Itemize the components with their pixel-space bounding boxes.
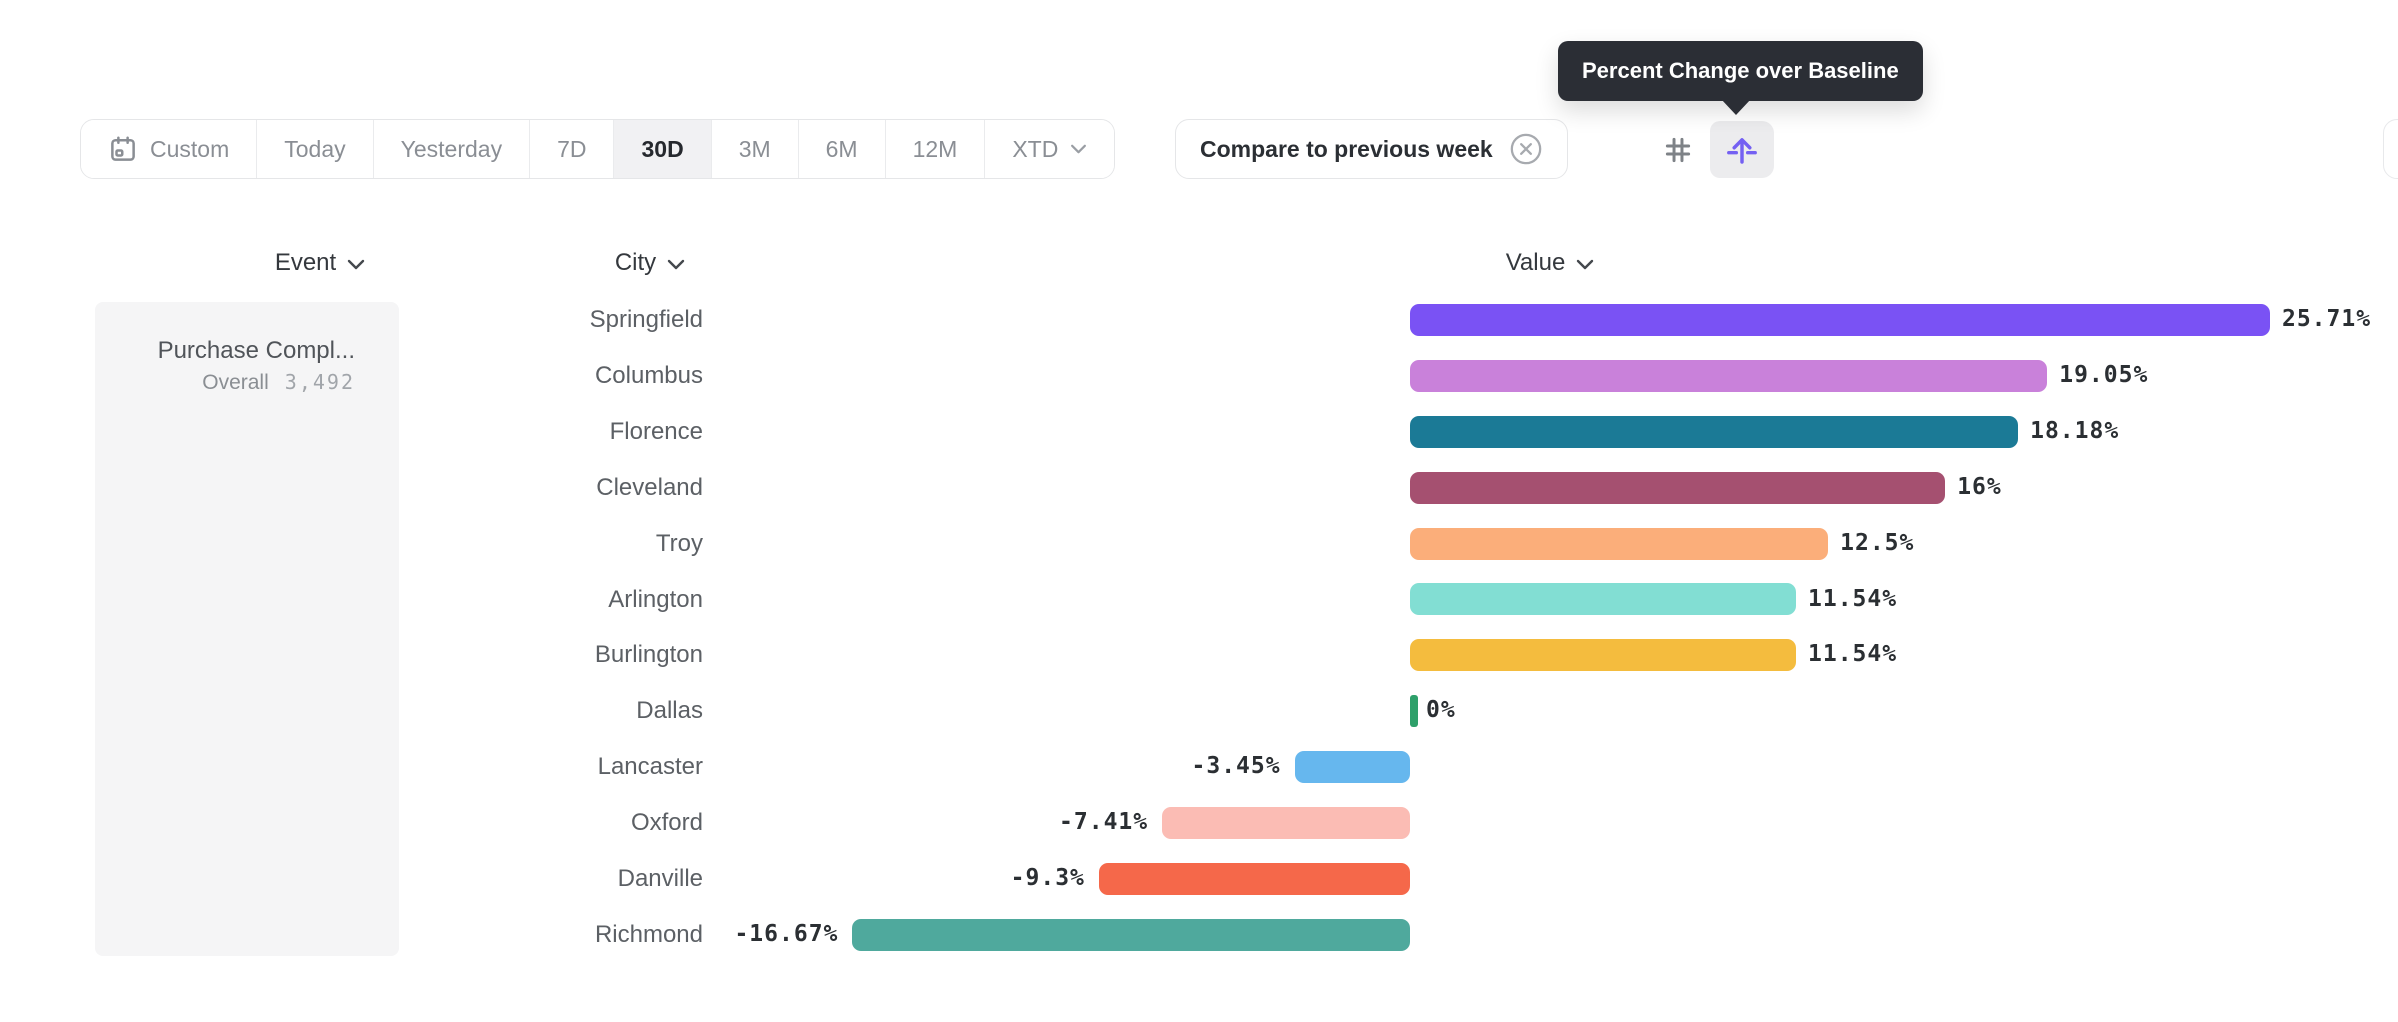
bar-dallas[interactable] [1410, 695, 1418, 728]
city-label: Richmond [594, 920, 703, 948]
date-range-30d[interactable]: 30D [614, 120, 712, 178]
bar-florence[interactable] [1410, 415, 2019, 448]
city-label: Lancaster [597, 753, 703, 781]
event-title: Purchase Compl... [157, 337, 355, 364]
bar-row: Lancaster -3.45% [0, 739, 2398, 795]
compare-chip[interactable]: Compare to previous week [1175, 119, 1568, 179]
bar-row: Arlington 11.54% [0, 572, 2398, 628]
event-metric-value: 3,492 [284, 370, 355, 394]
bar-oxford[interactable] [1162, 807, 1410, 840]
chevron-down-icon [667, 259, 685, 270]
city-label: Cleveland [596, 473, 703, 501]
city-column-label: City [614, 249, 657, 276]
value-column-header[interactable]: Value [1440, 245, 1660, 281]
bar-arlington[interactable] [1410, 583, 1796, 616]
value-label: 19.05% [2059, 361, 2149, 388]
city-label: Springfield [589, 306, 703, 333]
bar-richmond[interactable] [852, 918, 1410, 951]
city-column-header[interactable]: City [540, 245, 760, 281]
bar-row: Troy 12.5% [0, 516, 2398, 572]
city-label: Burlington [594, 641, 703, 669]
value-label: -16.67% [734, 920, 839, 947]
chevron-down-icon [1577, 259, 1594, 270]
date-range-label: 7D [557, 135, 587, 162]
bar-row: Richmond -16.67% [0, 907, 2398, 963]
compare-chip-label: Compare to previous week [1200, 135, 1493, 162]
event-card[interactable]: Purchase Compl... Overall 3,492 [95, 302, 399, 956]
circle-x-icon[interactable] [1509, 132, 1543, 166]
bar-row: Columbus 19.05% [0, 348, 2398, 404]
value-label: 11.54% [1808, 585, 1898, 612]
value-label: -9.3% [1010, 865, 1085, 891]
date-range-yesterday[interactable]: Yesterday [373, 120, 531, 178]
date-range-label: Yesterday [400, 135, 503, 162]
bar-row: Cleveland 16% [0, 460, 2398, 516]
view-toggle-group [1646, 121, 1774, 178]
date-range-label: 30D [641, 135, 684, 162]
value-column-label: Value [1505, 249, 1566, 276]
bar-row: Florence 18.18% [0, 404, 2398, 460]
value-label: 16% [1957, 473, 2002, 500]
city-label: Florence [609, 417, 703, 445]
bar-lancaster[interactable] [1294, 751, 1410, 784]
bar-row: Oxford -7.41% [0, 795, 2398, 851]
bar-cleveland[interactable] [1410, 471, 1946, 504]
bar-troy[interactable] [1410, 527, 1829, 560]
date-range-7d[interactable]: 7D [530, 120, 615, 178]
bar-columbus[interactable] [1410, 359, 2048, 392]
baseline-arrow-icon[interactable] [1710, 121, 1774, 178]
bar-springfield[interactable] [1410, 303, 2270, 336]
calendar-icon [111, 136, 135, 161]
date-range-custom[interactable]: Custom [81, 120, 258, 178]
bar-row: Dallas 0% [0, 683, 2398, 739]
chevron-down-icon [347, 259, 365, 270]
value-label: 0% [1426, 697, 1456, 724]
date-range-xtd[interactable]: XTD [985, 120, 1115, 178]
event-column-header[interactable]: Event [210, 245, 430, 281]
date-range-label: XTD [1012, 135, 1059, 162]
value-label: -3.45% [1191, 753, 1281, 780]
value-label: 12.5% [1840, 529, 1915, 556]
bar-burlington[interactable] [1410, 639, 1796, 672]
date-range-group: Custom Today Yesterday 7D 30D 3M 6M 12M XTD [80, 119, 1116, 179]
date-range-label: 6M [825, 135, 858, 162]
city-label: Danville [617, 865, 703, 892]
bar-row: Burlington 11.54% [0, 627, 2398, 683]
city-label: Columbus [594, 361, 703, 389]
city-label: Troy [655, 529, 703, 557]
date-range-12m[interactable]: 12M [885, 120, 986, 178]
event-card-content: Purchase Compl... Overall 3,492 [158, 334, 355, 395]
date-range-today[interactable]: Today [257, 120, 374, 178]
bar-row: Danville -9.3% [0, 851, 2398, 907]
tooltip-text: Percent Change over Baseline [1582, 58, 1899, 83]
date-range-label: 3M [738, 135, 771, 162]
date-range-3m[interactable]: 3M [711, 120, 799, 178]
event-column-label: Event [274, 249, 337, 276]
city-label: Dallas [636, 697, 703, 725]
tooltip-caret [1721, 99, 1751, 115]
event-metric-label: Overall [202, 371, 269, 394]
tooltip: Percent Change over Baseline [1558, 41, 1923, 101]
hash-icon[interactable] [1646, 121, 1710, 178]
value-label: 25.71% [2281, 306, 2372, 332]
chevron-down-icon [1071, 144, 1087, 154]
city-label: Arlington [608, 585, 703, 613]
edge-cutoff-button-group[interactable] [2383, 119, 2398, 179]
bar-row: Springfield 25.71% [0, 292, 2398, 348]
date-range-label: Today [284, 135, 346, 162]
date-range-6m[interactable]: 6M [798, 120, 886, 178]
value-label: 18.18% [2030, 417, 2120, 444]
date-range-label: Custom [150, 135, 230, 162]
bar-danville[interactable] [1098, 862, 1410, 895]
date-range-label: 12M [912, 135, 958, 162]
city-label: Oxford [630, 809, 703, 837]
value-label: 11.54% [1808, 641, 1898, 668]
value-label: -7.41% [1059, 809, 1149, 836]
